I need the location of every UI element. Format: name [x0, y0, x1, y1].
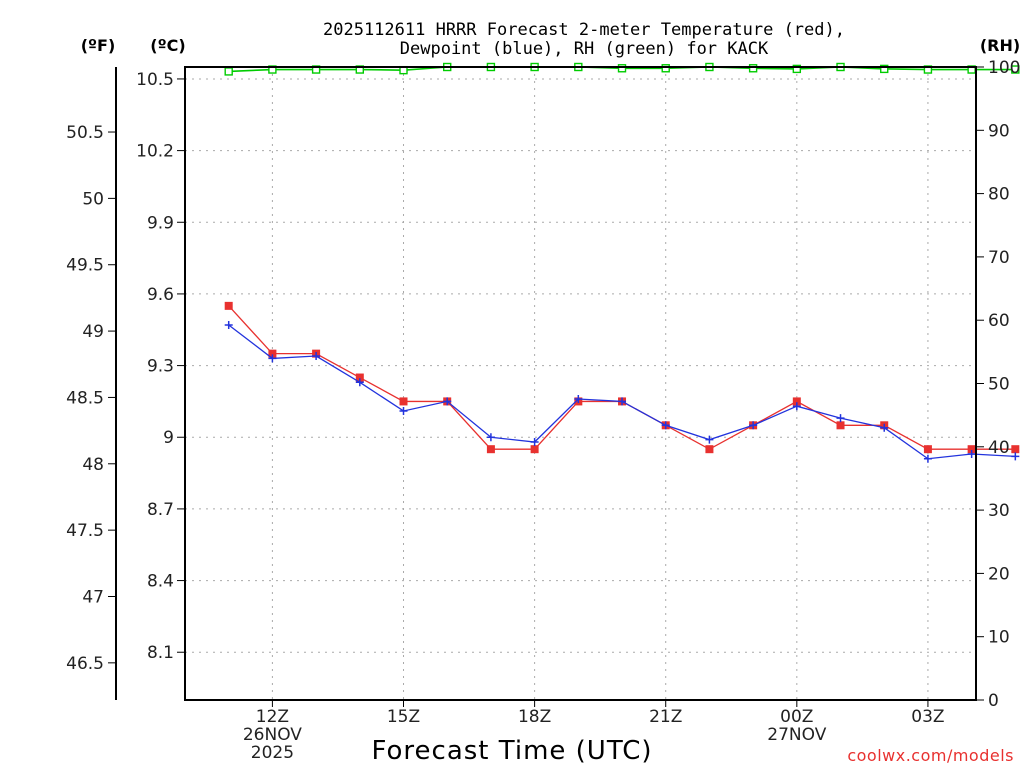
dewpoint-point — [836, 414, 845, 423]
fahrenheit-tick-label: 49.5 — [66, 256, 104, 276]
dewpoint-point — [443, 397, 452, 406]
site-credit: coolwx.com/models — [847, 746, 1014, 765]
rh-tick-label: 30 — [988, 501, 1010, 521]
rh-tick-label: 80 — [988, 185, 1010, 205]
temperature-point — [355, 373, 364, 382]
x-tick-label: 26NOV — [243, 725, 302, 745]
rh-point — [880, 64, 889, 74]
fahrenheit-tick-label: 48 — [82, 455, 104, 475]
temperature-line — [228, 305, 1016, 450]
chart-title-line2: Dewpoint (blue), RH (green) for KACK — [400, 39, 769, 59]
x-tick-label: 03Z — [911, 707, 944, 727]
dewpoint-point — [268, 354, 277, 363]
rh-point — [224, 67, 233, 76]
rh-unit-label: (RH) — [980, 36, 1020, 55]
dewpoint-point — [705, 435, 714, 444]
dewpoint-point — [312, 352, 321, 361]
temperature-point — [967, 445, 976, 454]
fahrenheit-tick-label: 47 — [82, 587, 104, 607]
fahrenheit-unit-label: (ºF) — [81, 36, 116, 55]
chart-title-line1: 2025112611 HRRR Forecast 2-meter Tempera… — [323, 20, 845, 40]
x-tick-label: 21Z — [649, 707, 682, 727]
temperature-point — [836, 421, 845, 430]
rh-tick-label: 90 — [988, 121, 1010, 141]
celsius-tick-label: 8.4 — [147, 572, 174, 592]
rh-tick-label: 20 — [988, 564, 1010, 584]
dewpoint-point — [574, 395, 583, 404]
temperature-point — [1011, 445, 1020, 454]
x-tick-label: 18Z — [518, 707, 551, 727]
dewpoint-point — [967, 449, 976, 458]
fahrenheit-tick-label: 50.5 — [66, 123, 104, 143]
fahrenheit-tick-label: 50 — [82, 189, 104, 209]
rh-tick-label: 60 — [988, 311, 1010, 331]
rh-point — [661, 64, 670, 73]
x-tick-label: 12Z — [256, 707, 289, 727]
fahrenheit-tick-label: 47.5 — [66, 521, 104, 541]
dewpoint-point — [399, 406, 408, 415]
rh-point — [1011, 65, 1020, 74]
temperature-point — [486, 445, 495, 454]
data-series — [224, 62, 1020, 463]
celsius-tick-label: 8.7 — [147, 500, 174, 520]
rh-tick-label: 40 — [988, 438, 1010, 458]
rh-tick-label: 10 — [988, 628, 1010, 648]
dewpoint-point — [792, 402, 801, 411]
x-tick-label: 15Z — [387, 707, 420, 727]
fahrenheit-tick-label: 49 — [82, 322, 104, 342]
temperature-point — [530, 445, 539, 454]
rh-point — [617, 64, 627, 73]
dewpoint-point — [618, 397, 627, 406]
dewpoint-point — [530, 438, 539, 447]
fahrenheit-tick-label: 46.5 — [66, 654, 104, 674]
dewpoint-point — [224, 320, 233, 329]
celsius-tick-label: 10.5 — [136, 70, 174, 90]
dewpoint-point — [923, 454, 932, 463]
rh-tick-label: 0 — [988, 691, 999, 711]
rh-point — [748, 64, 758, 73]
temperature-point — [792, 397, 801, 406]
x-tick-label: 00Z — [780, 707, 813, 727]
rh-tick-label: 70 — [988, 248, 1010, 268]
celsius-tick-label: 9.3 — [147, 357, 174, 377]
x-tick-label: 27NOV — [767, 725, 826, 745]
dewpoint-line — [228, 324, 1016, 460]
temperature-point — [923, 445, 932, 454]
dewpoint-point — [880, 423, 889, 432]
rh-tick-label: 50 — [988, 375, 1010, 395]
dewpoint-point — [486, 433, 495, 442]
x-tick-label: 2025 — [251, 743, 294, 763]
temperature-point — [268, 349, 277, 358]
temperature-point — [399, 397, 408, 406]
dewpoint-point — [355, 378, 364, 387]
x-axis-title: Forecast Time (UTC) — [371, 736, 652, 766]
rh-point — [792, 64, 802, 74]
dewpoint-point — [1011, 452, 1020, 461]
dewpoint-point — [661, 421, 670, 430]
temperature-point — [224, 301, 233, 310]
celsius-tick-label: 8.1 — [147, 643, 174, 663]
temperature-point — [705, 445, 714, 454]
celsius-tick-label: 9.9 — [147, 213, 174, 233]
rh-tick-label: 100 — [988, 58, 1020, 78]
grid-lines — [185, 67, 976, 700]
celsius-tick-label: 9.6 — [147, 285, 174, 305]
fahrenheit-tick-label: 48.5 — [66, 388, 104, 408]
celsius-unit-label: (ºC) — [150, 36, 185, 55]
plot-frame — [184, 66, 977, 701]
celsius-tick-label: 9 — [163, 428, 174, 448]
celsius-tick-label: 10.2 — [136, 142, 174, 162]
dewpoint-point — [749, 421, 758, 430]
